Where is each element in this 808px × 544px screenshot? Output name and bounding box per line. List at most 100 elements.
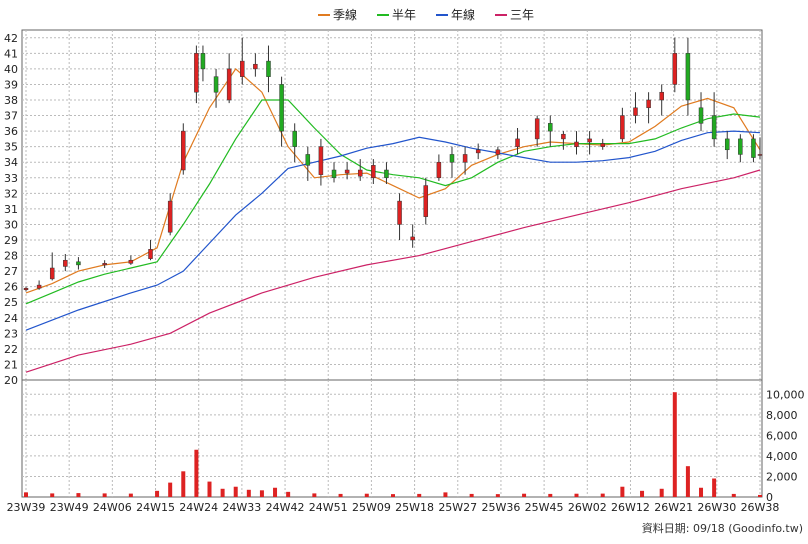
candle — [102, 260, 107, 268]
candle-body — [724, 138, 730, 151]
candle-body — [128, 259, 134, 264]
price-tick-label: 39 — [4, 78, 18, 91]
legend-label: 三年 — [510, 8, 534, 22]
volume-bar — [672, 392, 677, 497]
price-tick-label: 37 — [4, 110, 18, 123]
candle — [534, 115, 540, 147]
x-tick-label: 25W36 — [482, 501, 521, 514]
candle-body — [63, 259, 68, 267]
volume-bar — [391, 494, 395, 497]
volume-bar — [286, 491, 291, 497]
candle-body — [600, 143, 605, 147]
candle — [738, 134, 743, 163]
price-panel: 20 21 22 23 24 25 26 27 28 29 30 31 32 33 34 35 36 37 38 39… — [4, 29, 763, 387]
candle — [181, 123, 186, 175]
volume-bar — [155, 490, 160, 497]
price-tick-label: 21 — [4, 358, 18, 371]
candle-body — [266, 60, 271, 77]
candle-body — [49, 267, 55, 280]
volume-bar — [259, 490, 264, 497]
volume-bar — [246, 489, 251, 497]
candle-body — [462, 154, 468, 163]
volume-bar — [640, 490, 645, 497]
candle — [200, 45, 206, 82]
volume-bar — [699, 487, 704, 497]
candle — [344, 162, 350, 180]
x-tick-label: 25W27 — [438, 501, 477, 514]
candle — [449, 146, 455, 178]
candle-body — [148, 249, 153, 259]
candle-body — [423, 185, 429, 217]
x-tick-label: 23W49 — [50, 501, 89, 514]
candle — [462, 146, 468, 175]
candle — [475, 143, 481, 160]
volume-bar — [659, 488, 664, 497]
candle-body — [646, 99, 651, 109]
price-tick-label: 32 — [4, 187, 18, 200]
candle-body — [213, 76, 219, 93]
candle — [253, 53, 258, 77]
candle-body — [226, 68, 232, 101]
candle — [305, 146, 311, 181]
volume-tick-label: 6,000 — [766, 429, 798, 442]
price-frame — [21, 29, 763, 381]
legend-item: 半年 — [377, 8, 416, 22]
candle-body — [561, 133, 566, 140]
price-tick-label: 24 — [4, 312, 18, 325]
candle-body — [659, 91, 664, 101]
volume-bar — [574, 493, 579, 497]
candle — [266, 45, 271, 93]
candle-body — [181, 130, 186, 171]
candle-body — [331, 169, 337, 179]
price-tick-label: 28 — [4, 250, 18, 263]
legend-item: 季線 — [318, 7, 357, 22]
volume-bar — [712, 478, 717, 497]
volume-bar — [522, 493, 527, 497]
candle — [331, 162, 337, 183]
volume-tick-label: 2,000 — [766, 470, 798, 483]
candle — [672, 37, 678, 93]
candle-body — [574, 141, 579, 147]
volume-bar — [24, 492, 28, 497]
candle-body — [620, 115, 625, 140]
candle-body — [305, 154, 311, 166]
volume-tick-label: 0 — [766, 491, 773, 504]
legend-label: 半年 — [392, 8, 416, 22]
x-tick-label: 25W45 — [525, 501, 564, 514]
volume-bar — [50, 493, 55, 497]
x-tick-label: 23W39 — [7, 501, 46, 514]
candle-body — [672, 53, 678, 85]
x-tick-label: 24W51 — [309, 501, 348, 514]
volume-bar — [220, 488, 225, 497]
ma-line-半年 — [25, 99, 761, 305]
candle-body — [76, 261, 81, 266]
x-tick-label: 25W09 — [352, 501, 391, 514]
candle-body — [23, 287, 29, 291]
price-tick-label: 23 — [4, 327, 18, 340]
candle — [646, 92, 651, 124]
x-tick-label: 26W12 — [611, 501, 650, 514]
candle — [23, 286, 29, 292]
candle — [148, 240, 153, 261]
source-footer: 資料日期: 09/18 (Goodinfo.tw) — [642, 521, 803, 535]
volume-bar — [495, 494, 500, 497]
ma-line-年線 — [25, 130, 761, 331]
volume-bar — [194, 449, 199, 497]
candle-body — [548, 123, 553, 132]
candle-body — [698, 107, 704, 124]
candle — [279, 76, 284, 147]
x-tick-label: 26W30 — [697, 501, 736, 514]
price-tick-label: 31 — [4, 203, 18, 216]
price-tick-label: 33 — [4, 172, 18, 185]
candle-body — [515, 138, 520, 147]
legend-item: 三年 — [495, 8, 534, 22]
candle-body — [475, 149, 481, 154]
volume-bar — [364, 493, 369, 497]
candle — [436, 154, 442, 181]
candle — [757, 137, 763, 160]
candle-body — [751, 138, 756, 158]
legend-label: 年線 — [451, 7, 475, 22]
candle-body — [711, 115, 717, 140]
